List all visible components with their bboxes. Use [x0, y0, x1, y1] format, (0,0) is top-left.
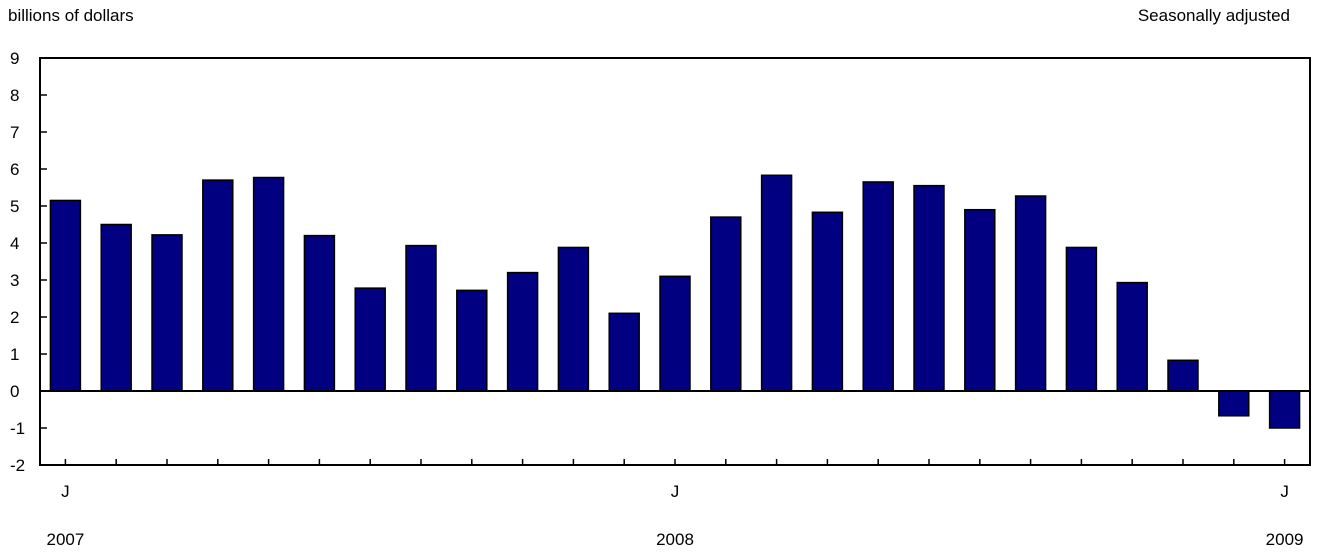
bar-2008-05 — [862, 181, 894, 392]
bar-2007-01 — [49, 199, 82, 392]
y-axis-unit-label: billions of dollars — [8, 6, 134, 25]
bar-2008-10 — [1116, 281, 1148, 392]
y-tick-label: -1 — [10, 419, 25, 438]
y-tick-label: 0 — [10, 382, 19, 401]
bar-2008-07 — [964, 208, 996, 392]
bar-2007-10 — [506, 271, 539, 392]
y-tick-label: 2 — [10, 308, 19, 327]
bar-2008-04 — [811, 211, 844, 392]
y-tick-label: 3 — [10, 271, 19, 290]
bar-2007-12 — [608, 312, 640, 392]
bar-2007-06 — [303, 234, 336, 392]
bar-2009-01 — [1268, 390, 1301, 429]
x-year-label: 2008 — [656, 530, 694, 549]
bar-2008-01 — [659, 275, 691, 392]
x-month-label: J — [671, 482, 680, 501]
bar-2008-12 — [1218, 390, 1250, 417]
seasonal-adjustment-note: Seasonally adjusted — [1137, 6, 1290, 25]
x-month-label: J — [1280, 482, 1289, 501]
bar-2007-08 — [405, 244, 437, 392]
bar-2008-03 — [760, 174, 793, 392]
bar-2008-09 — [1065, 246, 1098, 392]
y-tick-label: 8 — [10, 86, 19, 105]
bar-2007-05 — [252, 176, 285, 392]
y-tick-label: 6 — [10, 160, 19, 179]
bar-2007-07 — [354, 287, 386, 392]
bar-2007-04 — [202, 179, 234, 392]
y-tick-label: -2 — [10, 456, 25, 475]
bar-2007-03 — [151, 234, 183, 392]
x-year-label: 2009 — [1266, 530, 1304, 549]
x-month-label: J — [61, 482, 70, 501]
y-tick-label: 7 — [10, 123, 19, 142]
bar-2008-08 — [1014, 195, 1047, 392]
bar-2008-06 — [913, 184, 945, 392]
bar-2008-02 — [710, 216, 742, 392]
bar-2008-11 — [1167, 359, 1199, 392]
y-tick-label: 9 — [10, 49, 19, 68]
y-tick-label: 5 — [10, 197, 19, 216]
y-tick-label: 1 — [10, 345, 19, 364]
bar-2007-09 — [456, 289, 488, 392]
y-tick-label: 4 — [10, 234, 19, 253]
x-year-label: 2007 — [46, 530, 84, 549]
bar-2007-02 — [100, 223, 132, 392]
bar-2007-11 — [557, 246, 590, 392]
